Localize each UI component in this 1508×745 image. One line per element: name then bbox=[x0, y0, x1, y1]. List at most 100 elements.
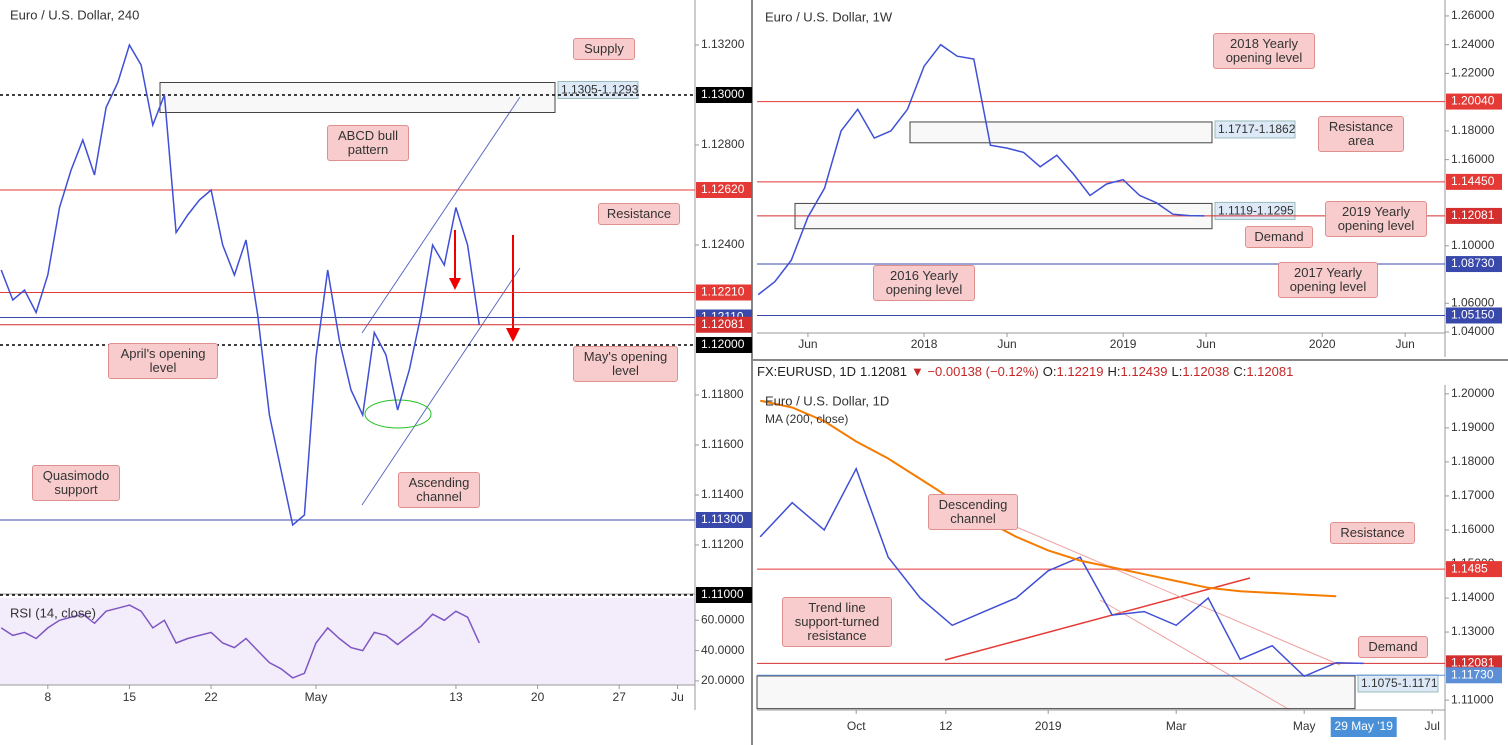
zone-label: 1.1305-1.1293 bbox=[561, 83, 639, 97]
callout: 2018 Yearly opening level bbox=[1213, 33, 1315, 69]
x-tick-label: 2019 bbox=[1035, 719, 1062, 733]
level-label: 1.12081 bbox=[701, 317, 745, 331]
callout: May's opening level bbox=[573, 346, 678, 382]
info-text: C: bbox=[1233, 364, 1247, 379]
level-label: 1.13000 bbox=[701, 87, 745, 101]
level-label: 1.14450 bbox=[1451, 174, 1495, 188]
x-tick-label: Jun bbox=[1196, 337, 1215, 351]
cursor-label: 29 May '19 bbox=[1335, 719, 1394, 733]
y-tick-label: 1.20000 bbox=[1451, 386, 1495, 400]
level-label-bg bbox=[1446, 667, 1502, 684]
y-tick-label: 1.13200 bbox=[701, 37, 745, 51]
chart-title: RSI (14, close) bbox=[10, 605, 96, 620]
x-tick-label: Jun bbox=[798, 337, 817, 351]
arrow-head bbox=[506, 328, 520, 342]
zone-label-bg bbox=[1214, 201, 1296, 220]
level-label-bg bbox=[696, 182, 752, 198]
channel-line bbox=[361, 96, 521, 334]
callout: Trend line support-turned resistance bbox=[782, 597, 892, 647]
series-label: MA (200, close) bbox=[765, 412, 848, 426]
chart-title: Euro / U.S. Dollar, 240 bbox=[10, 7, 139, 22]
callout: Resistance area bbox=[1318, 116, 1404, 152]
y-tick-label: 1.19000 bbox=[1451, 420, 1495, 434]
series-line bbox=[759, 466, 1364, 678]
level-label-bg bbox=[1446, 307, 1502, 324]
x-tick-label: 15 bbox=[123, 690, 137, 704]
highlight-ellipse bbox=[364, 399, 432, 429]
y-tick-label: 1.11600 bbox=[701, 437, 744, 451]
zone bbox=[756, 675, 1356, 710]
info-text: 1.12439 bbox=[1120, 364, 1168, 379]
y-tick-label: 1.16000 bbox=[1451, 522, 1495, 536]
level-label-bg bbox=[696, 337, 752, 353]
zone bbox=[909, 121, 1213, 144]
y-tick-label: 40.0000 bbox=[701, 643, 745, 657]
y-tick-label: 1.11800 bbox=[701, 387, 744, 401]
x-tick-label: 2018 bbox=[911, 337, 938, 351]
info-text: ▼ −0.00138 (−0.12%) bbox=[910, 364, 1039, 379]
info-text: 1.12081 bbox=[859, 364, 907, 379]
callout: 2019 Yearly opening level bbox=[1325, 201, 1427, 237]
callout: April's opening level bbox=[108, 343, 218, 379]
level-label: 1.11300 bbox=[701, 512, 744, 526]
info-text: FX:EURUSD, 1D bbox=[757, 364, 856, 379]
x-tick-label: 12 bbox=[939, 719, 953, 733]
rsi-background bbox=[0, 598, 695, 685]
y-tick-label: 1.06000 bbox=[1451, 295, 1495, 309]
x-tick-label: Jun bbox=[997, 337, 1016, 351]
series-line bbox=[757, 43, 1205, 296]
x-tick-label: Jul bbox=[1425, 719, 1440, 733]
channel-line bbox=[999, 519, 1341, 666]
y-tick-label: 1.18000 bbox=[1451, 123, 1495, 137]
y-tick-label: 1.12800 bbox=[701, 137, 745, 151]
x-tick-label: 20 bbox=[531, 690, 545, 704]
x-tick-label: May bbox=[1293, 719, 1316, 733]
x-tick-label: 8 bbox=[44, 690, 51, 704]
y-tick-label: 1.11200 bbox=[701, 537, 744, 551]
series-line bbox=[0, 604, 480, 679]
level-label-bg bbox=[696, 87, 752, 103]
channel-line bbox=[1099, 599, 1291, 711]
level-label-bg bbox=[1446, 561, 1502, 578]
zone-label: 1.1119-1.1295 bbox=[1218, 204, 1294, 218]
level-label-bg bbox=[696, 284, 752, 301]
level-label-bg bbox=[696, 512, 752, 528]
x-tick-label: 2020 bbox=[1309, 337, 1336, 351]
callout: Descending channel bbox=[928, 494, 1018, 530]
level-label-bg bbox=[1446, 173, 1502, 190]
callout: Demand bbox=[1245, 226, 1313, 248]
x-tick-label: Ju bbox=[671, 690, 684, 704]
level-label: 1.12081 bbox=[1451, 656, 1495, 670]
level-label-bg bbox=[1446, 207, 1502, 224]
y-tick-label: 1.18000 bbox=[1451, 454, 1495, 468]
zone-label: 1.1717-1.1862 bbox=[1218, 122, 1296, 136]
callout: Demand bbox=[1358, 636, 1428, 658]
y-tick-label: 60.0000 bbox=[701, 612, 745, 626]
level-label: 1.11000 bbox=[701, 587, 744, 601]
x-tick-label: Mar bbox=[1166, 719, 1187, 733]
x-tick-label: Jun bbox=[1396, 337, 1415, 351]
info-text: H: bbox=[1107, 364, 1121, 379]
x-tick-label: 22 bbox=[204, 690, 218, 704]
y-tick-label: 1.16000 bbox=[1451, 152, 1495, 166]
y-tick-label: 1.22000 bbox=[1451, 66, 1495, 80]
y-tick-label: 1.26000 bbox=[1451, 8, 1495, 22]
y-tick-label: 1.12400 bbox=[701, 237, 745, 251]
callout: Resistance bbox=[1330, 522, 1415, 544]
level-label: 1.12081 bbox=[1451, 208, 1495, 222]
chart-title: Euro / U.S. Dollar, 1W bbox=[765, 9, 893, 24]
trend-line bbox=[944, 577, 1251, 661]
level-label-bg bbox=[696, 587, 752, 603]
x-tick-label: May bbox=[305, 690, 328, 704]
level-label: 1.12620 bbox=[701, 182, 745, 196]
y-tick-label: 1.17000 bbox=[1451, 488, 1495, 502]
channel-line bbox=[361, 267, 521, 506]
callout: Ascending channel bbox=[398, 472, 480, 508]
zone bbox=[159, 82, 556, 113]
series-line bbox=[0, 43, 481, 527]
level-label-bg bbox=[1446, 93, 1502, 110]
level-label: 1.05150 bbox=[1451, 308, 1495, 322]
callout: Supply bbox=[573, 38, 635, 60]
y-tick-label: 1.13000 bbox=[1451, 624, 1495, 638]
